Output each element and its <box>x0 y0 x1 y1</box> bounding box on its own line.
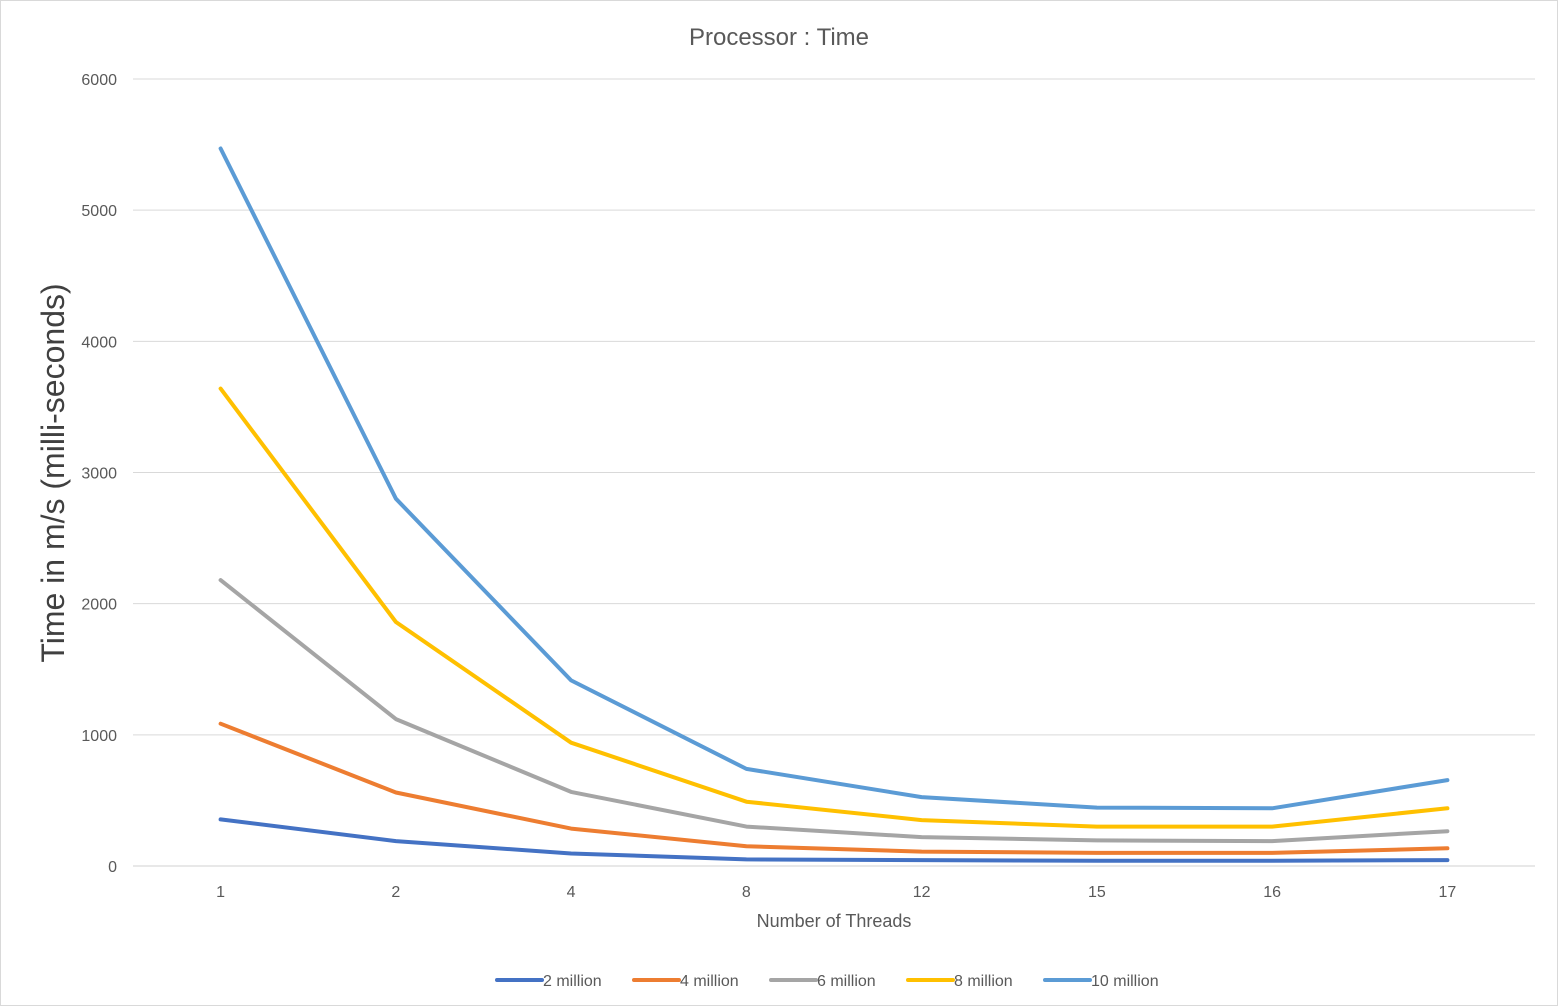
x-tick-label: 4 <box>567 884 576 901</box>
legend: 2 million 4 million 6 million 8 million 10 m… <box>495 973 1159 990</box>
x-tick-label: 12 <box>913 884 931 901</box>
legend-item: 8 million <box>906 973 1013 990</box>
x-axis-label: Number of Threads <box>757 911 912 931</box>
x-tick-label: 2 <box>391 884 400 901</box>
legend-item: 2 million <box>495 973 602 990</box>
legend-label: 2 million <box>543 973 602 990</box>
y-tick-label: 2000 <box>81 597 117 614</box>
y-tick-label: 1000 <box>81 728 117 745</box>
series-lines <box>218 146 1450 863</box>
x-tick-label: 8 <box>742 884 751 901</box>
legend-item: 10 million <box>1043 973 1159 990</box>
series-line-6-million <box>218 578 1450 844</box>
y-tick-label: 4000 <box>81 334 117 351</box>
legend-label: 10 million <box>1091 973 1159 990</box>
y-tick-label: 6000 <box>81 72 117 89</box>
legend-label: 6 million <box>817 973 876 990</box>
legend-label: 8 million <box>954 973 1013 990</box>
legend-label: 4 million <box>680 973 739 990</box>
x-tick-label: 17 <box>1438 884 1456 901</box>
y-tick-label: 3000 <box>81 466 117 483</box>
series-line-10-million <box>218 146 1450 811</box>
grid-lines <box>133 78 1535 867</box>
series-line-8-million <box>218 386 1450 829</box>
legend-item: 4 million <box>632 973 739 990</box>
x-tick-label: 1 <box>216 884 225 901</box>
y-axis-label: Time in m/s (milli-seconds) <box>35 283 71 662</box>
y-axis-ticks: 0 1000 2000 3000 4000 5000 6000 <box>81 72 117 876</box>
y-tick-label: 5000 <box>81 203 117 220</box>
legend-item: 6 million <box>769 973 876 990</box>
x-tick-label: 16 <box>1263 884 1281 901</box>
series-line-4-million <box>218 721 1450 855</box>
x-tick-label: 15 <box>1088 884 1106 901</box>
chart-title: Processor : Time <box>689 24 869 51</box>
series-line-2-million <box>218 817 1450 863</box>
x-axis-ticks: 1 2 4 8 12 15 16 17 <box>216 884 1456 901</box>
y-tick-label: 0 <box>108 859 117 876</box>
